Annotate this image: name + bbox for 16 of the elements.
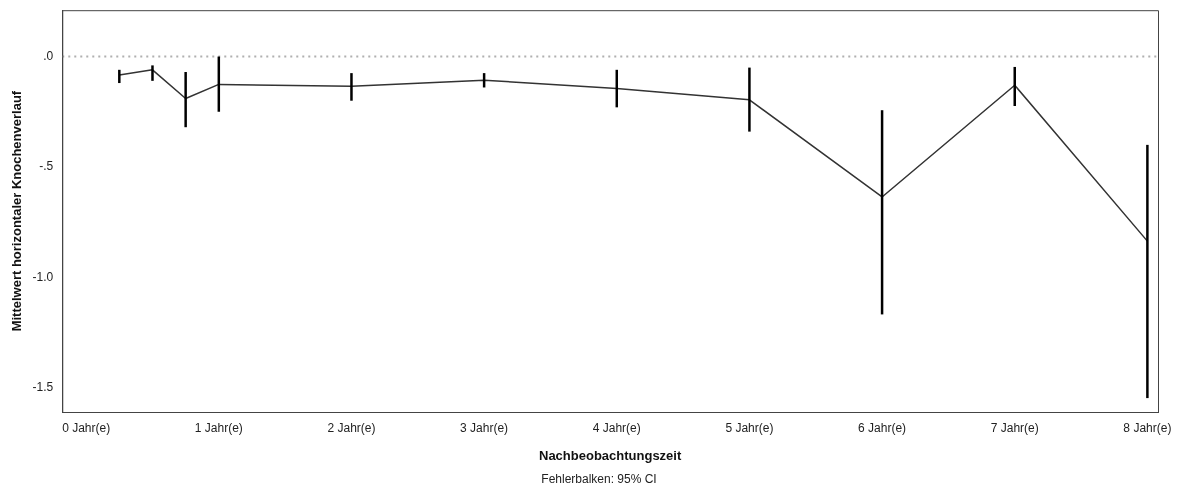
x-tick-label: 1 Jahr(e) (194, 420, 243, 435)
x-tick-label: 8 Jahr(e) (1123, 420, 1172, 435)
x-tick-label: 5 Jahr(e) (725, 420, 774, 435)
x-axis-title: Nachbeobachtungszeit (538, 447, 682, 463)
x-tick-label: 2 Jahr(e) (327, 420, 376, 435)
x-tick-label: 3 Jahr(e) (460, 420, 509, 435)
y-axis-title: Mittelwert horizontaler Knochenverlauf (9, 90, 25, 332)
y-tick-label: .0 (43, 48, 54, 63)
x-tick-label: 7 Jahr(e) (990, 420, 1039, 435)
text: Fehlerbalken: 95% CI (540, 472, 658, 486)
x-tick-label: 4 Jahr(e) (592, 420, 641, 435)
y-tick-label: -1.0 (32, 269, 54, 284)
y-tick-label: -.5 (39, 159, 54, 174)
x-tick-label: 6 Jahr(e) (858, 420, 907, 435)
y-tick-label: -1.5 (32, 380, 54, 395)
x-tick-label: 0 Jahr(e) (62, 420, 111, 435)
